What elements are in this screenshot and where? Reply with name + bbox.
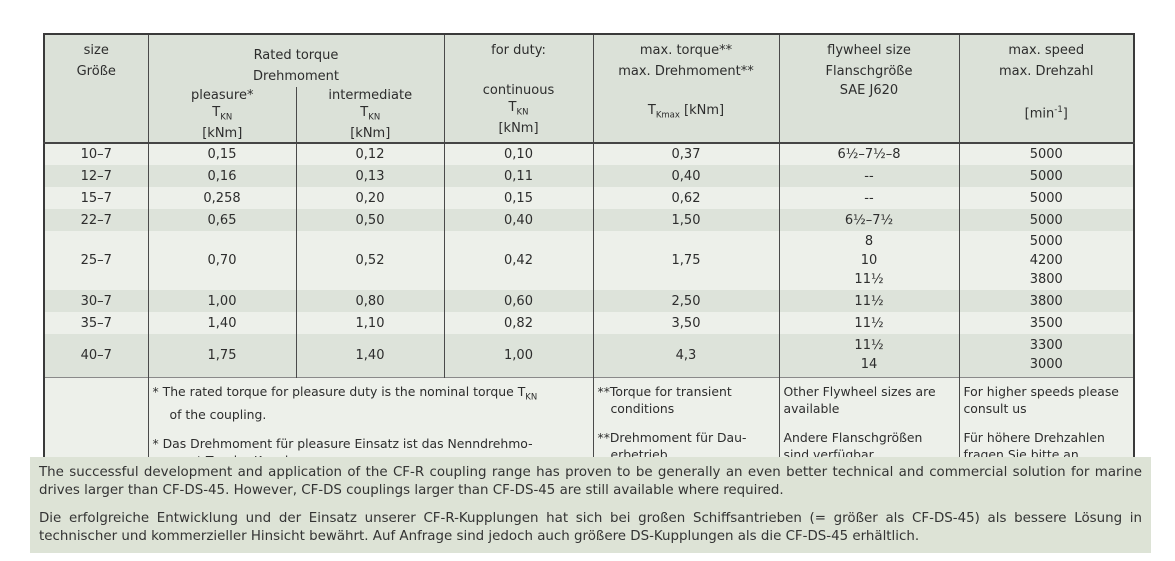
cell-max-torque: 0,37: [592, 143, 780, 165]
col-header-duty-continuous: for duty: continuous TKN [kNm]: [443, 34, 594, 144]
cell-max-torque: 0,62: [592, 187, 780, 209]
col-header-size: size Größe: [43, 34, 149, 144]
cell-intermediate: 0,12: [295, 143, 445, 165]
col-header-max-speed: max. speed max. Drehzahl [min-1]: [958, 34, 1135, 144]
cell-speed: 5000: [958, 143, 1135, 165]
cell-pleasure: 1,75: [147, 334, 297, 377]
table-row: 10–7 0,15 0,12 0,10 0,37 6½–7½–8 5000: [43, 143, 1135, 165]
col-header-max-torque: max. torque** max. Drehmoment** TKmax [k…: [592, 34, 780, 144]
cell-flywheel: 8 10 11½: [778, 231, 960, 290]
table-row: 40–7 1,75 1,40 1,00 4,3 11½ 14 3300 3000: [43, 334, 1135, 377]
table-header-row: size Größe Rated torque Drehmoment pleas…: [43, 34, 1135, 144]
cell-size: 15–7: [43, 187, 149, 209]
cell-continuous: 0,40: [443, 209, 594, 231]
cell-intermediate: 1,40: [295, 334, 445, 377]
coupling-spec-table: size Größe Rated torque Drehmoment pleas…: [43, 33, 1135, 482]
cell-continuous: 0,15: [443, 187, 594, 209]
cell-size: 12–7: [43, 165, 149, 187]
cell-intermediate: 0,50: [295, 209, 445, 231]
unit-knm: [kNm]: [202, 125, 243, 141]
symbol-tkn: TKN: [212, 105, 233, 123]
cell-speed: 3500: [958, 312, 1135, 334]
header-size-de: Größe: [76, 64, 116, 79]
table-row: 12–7 0,16 0,13 0,11 0,40 -- 5000: [43, 165, 1135, 187]
cell-max-torque: 4,3: [592, 334, 780, 377]
symbol-tkn: TKN: [360, 105, 381, 123]
cell-flywheel: --: [778, 187, 960, 209]
cell-flywheel: 11½: [778, 290, 960, 312]
cell-max-torque: 0,40: [592, 165, 780, 187]
cell-speed: 5000 4200 3800: [958, 231, 1135, 290]
coupling-spec-table-wrap: size Größe Rated torque Drehmoment pleas…: [43, 33, 1135, 482]
table-row: 35–7 1,40 1,10 0,82 3,50 11½ 3500: [43, 312, 1135, 334]
cell-speed: 5000: [958, 187, 1135, 209]
cell-flywheel: 11½: [778, 312, 960, 334]
symbol-tkmax: TKmax [kNm]: [647, 103, 725, 121]
cell-intermediate: 0,80: [295, 290, 445, 312]
footnote-max-torque-en: **Torque for transient conditions: [597, 383, 732, 416]
cell-max-torque: 1,75: [592, 231, 780, 290]
cell-pleasure: 0,15: [147, 143, 297, 165]
cell-pleasure: 0,70: [147, 231, 297, 290]
cell-intermediate: 0,52: [295, 231, 445, 290]
table-row: 25–7 0,70 0,52 0,42 1,75 8 10 11½ 5000 4…: [43, 231, 1135, 290]
cell-intermediate: 0,13: [295, 165, 445, 187]
cell-size: 10–7: [43, 143, 149, 165]
cell-speed: 5000: [958, 165, 1135, 187]
cell-continuous: 0,60: [443, 290, 594, 312]
header-rated-torque-title: Rated torque Drehmoment: [253, 48, 339, 84]
description-paragraph-en: The successful development and applicati…: [39, 465, 1142, 498]
col-header-rated-torque: Rated torque Drehmoment pleasure* TKN [k…: [147, 34, 445, 144]
table-row: 30–7 1,00 0,80 0,60 2,50 11½ 3800: [43, 290, 1135, 312]
cell-intermediate: 0,20: [295, 187, 445, 209]
footnote-flywheel-en: Other Flywheel sizes are available: [783, 383, 936, 416]
cell-flywheel: 11½ 14: [778, 334, 960, 377]
cell-max-torque: 3,50: [592, 312, 780, 334]
footnote-speed-en: For higher speeds please consult us: [963, 383, 1119, 416]
cell-pleasure: 1,00: [147, 290, 297, 312]
col-header-flywheel-size: flywheel size Flanschgröße SAE J620: [778, 34, 960, 144]
cell-size: 35–7: [43, 312, 149, 334]
description-paragraph-de: Die erfolgreiche Entwicklung und der Ein…: [39, 511, 1142, 544]
cell-continuous: 1,00: [443, 334, 594, 377]
cell-speed: 5000: [958, 209, 1135, 231]
cell-speed: 3300 3000: [958, 334, 1135, 377]
table-row: 15–7 0,258 0,20 0,15 0,62 -- 5000: [43, 187, 1135, 209]
cell-flywheel: 6½–7½: [778, 209, 960, 231]
cell-size: 30–7: [43, 290, 149, 312]
cell-continuous: 0,11: [443, 165, 594, 187]
unit-knm: [kNm]: [498, 120, 539, 136]
symbol-tkn: TKN: [508, 100, 529, 118]
cell-pleasure: 0,258: [147, 187, 297, 209]
cell-pleasure: 1,40: [147, 312, 297, 334]
cell-continuous: 0,82: [443, 312, 594, 334]
footnote-empty-cell: [43, 376, 149, 481]
cell-size: 25–7: [43, 231, 149, 290]
cell-continuous: 0,10: [443, 143, 594, 165]
unit-min-inverse: [min-1]: [1024, 105, 1068, 122]
col-header-pleasure: pleasure* TKN [kNm]: [149, 87, 297, 142]
description-block: The successful development and applicati…: [30, 457, 1151, 553]
cell-pleasure: 0,16: [147, 165, 297, 187]
cell-intermediate: 1,10: [295, 312, 445, 334]
cell-size: 40–7: [43, 334, 149, 377]
header-size-en: size: [83, 43, 109, 58]
table-row: 22–7 0,65 0,50 0,40 1,50 6½–7½ 5000: [43, 209, 1135, 231]
cell-size: 22–7: [43, 209, 149, 231]
cell-continuous: 0,42: [443, 231, 594, 290]
cell-max-torque: 2,50: [592, 290, 780, 312]
cell-flywheel: 6½–7½–8: [778, 143, 960, 165]
unit-knm: [kNm]: [350, 125, 391, 141]
cell-pleasure: 0,65: [147, 209, 297, 231]
cell-max-torque: 1,50: [592, 209, 780, 231]
footnote-rated-torque-en: * The rated torque for pleasure duty is …: [152, 383, 538, 422]
col-header-intermediate: intermediate TKN [kNm]: [296, 87, 444, 142]
cell-flywheel: --: [778, 165, 960, 187]
cell-speed: 3800: [958, 290, 1135, 312]
